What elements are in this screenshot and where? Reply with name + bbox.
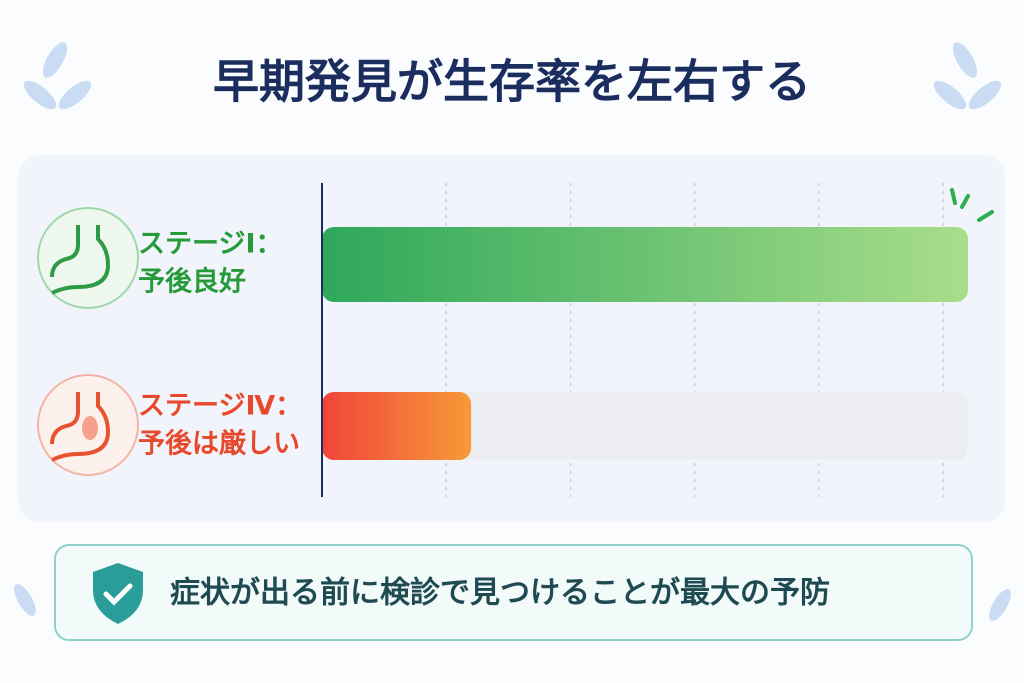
category-label: 予後良好 [138,266,246,298]
category-label: ステージⅠ： [138,229,283,260]
bar [322,227,968,302]
shield-icon [93,563,143,624]
stomach-icon [37,207,139,476]
leaf-decoration [14,42,1011,621]
category-label: 予後は厳しい [138,428,300,460]
chart-panel [18,155,1005,522]
category-label: ステージⅣ： [138,391,302,422]
bar [322,392,472,460]
sparkle [950,188,994,222]
footer-box [54,544,973,641]
chart-title: 早期発見が生存率を左右する [213,55,811,109]
bar-track [322,392,968,460]
footer-text: 症状が出る前に検診で見つけることが最大の予防 [170,576,830,611]
